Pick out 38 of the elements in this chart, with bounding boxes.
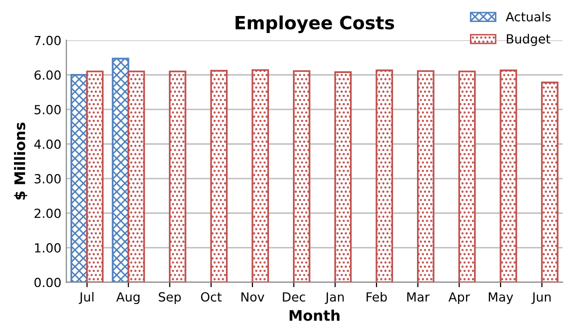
x-tick-label: Mar <box>407 292 430 302</box>
y-tick-label: 1.00 <box>35 243 61 253</box>
bar <box>417 70 434 282</box>
bar <box>541 82 558 282</box>
x-tick-label: Feb <box>366 292 387 302</box>
bar <box>86 70 104 282</box>
bar <box>334 71 352 282</box>
y-axis-title: $ Millions <box>14 122 28 200</box>
y-tick-label: 7.00 <box>34 36 61 46</box>
chart-title: Employee Costs <box>236 15 394 34</box>
bar <box>500 70 518 282</box>
bar <box>168 70 186 282</box>
x-tick-label: Oct <box>200 292 222 302</box>
y-tick-label: 3.00 <box>34 174 61 184</box>
x-tick-label: May <box>488 292 514 304</box>
legend-label: Actuals <box>506 12 551 22</box>
x-tick-label: Sep <box>158 292 181 304</box>
y-tick-label: 6.00 <box>34 70 61 80</box>
bar <box>292 70 310 282</box>
x-tick-label: Dec <box>282 292 306 302</box>
bar <box>128 70 145 282</box>
bar <box>210 70 228 282</box>
y-tick-label: 5.00 <box>34 104 61 114</box>
x-tick-label: Jan <box>324 292 344 304</box>
y-tick-label: 4.00 <box>34 139 61 149</box>
bar <box>376 70 394 282</box>
x-tick-label: Apr <box>448 292 470 304</box>
legend-label: Budget <box>506 34 550 46</box>
x-tick-label: Aug <box>116 292 140 304</box>
y-tick-label: 2.00 <box>34 208 61 218</box>
bar <box>252 69 269 282</box>
bar <box>458 70 476 282</box>
x-axis-title: Month <box>290 310 340 321</box>
y-tick-label: 0.00 <box>34 278 61 288</box>
bar <box>112 58 130 282</box>
x-tick-label: Jun <box>531 292 551 304</box>
x-tick-label: Nov <box>241 292 264 302</box>
x-tick-label: Jul <box>78 292 94 304</box>
